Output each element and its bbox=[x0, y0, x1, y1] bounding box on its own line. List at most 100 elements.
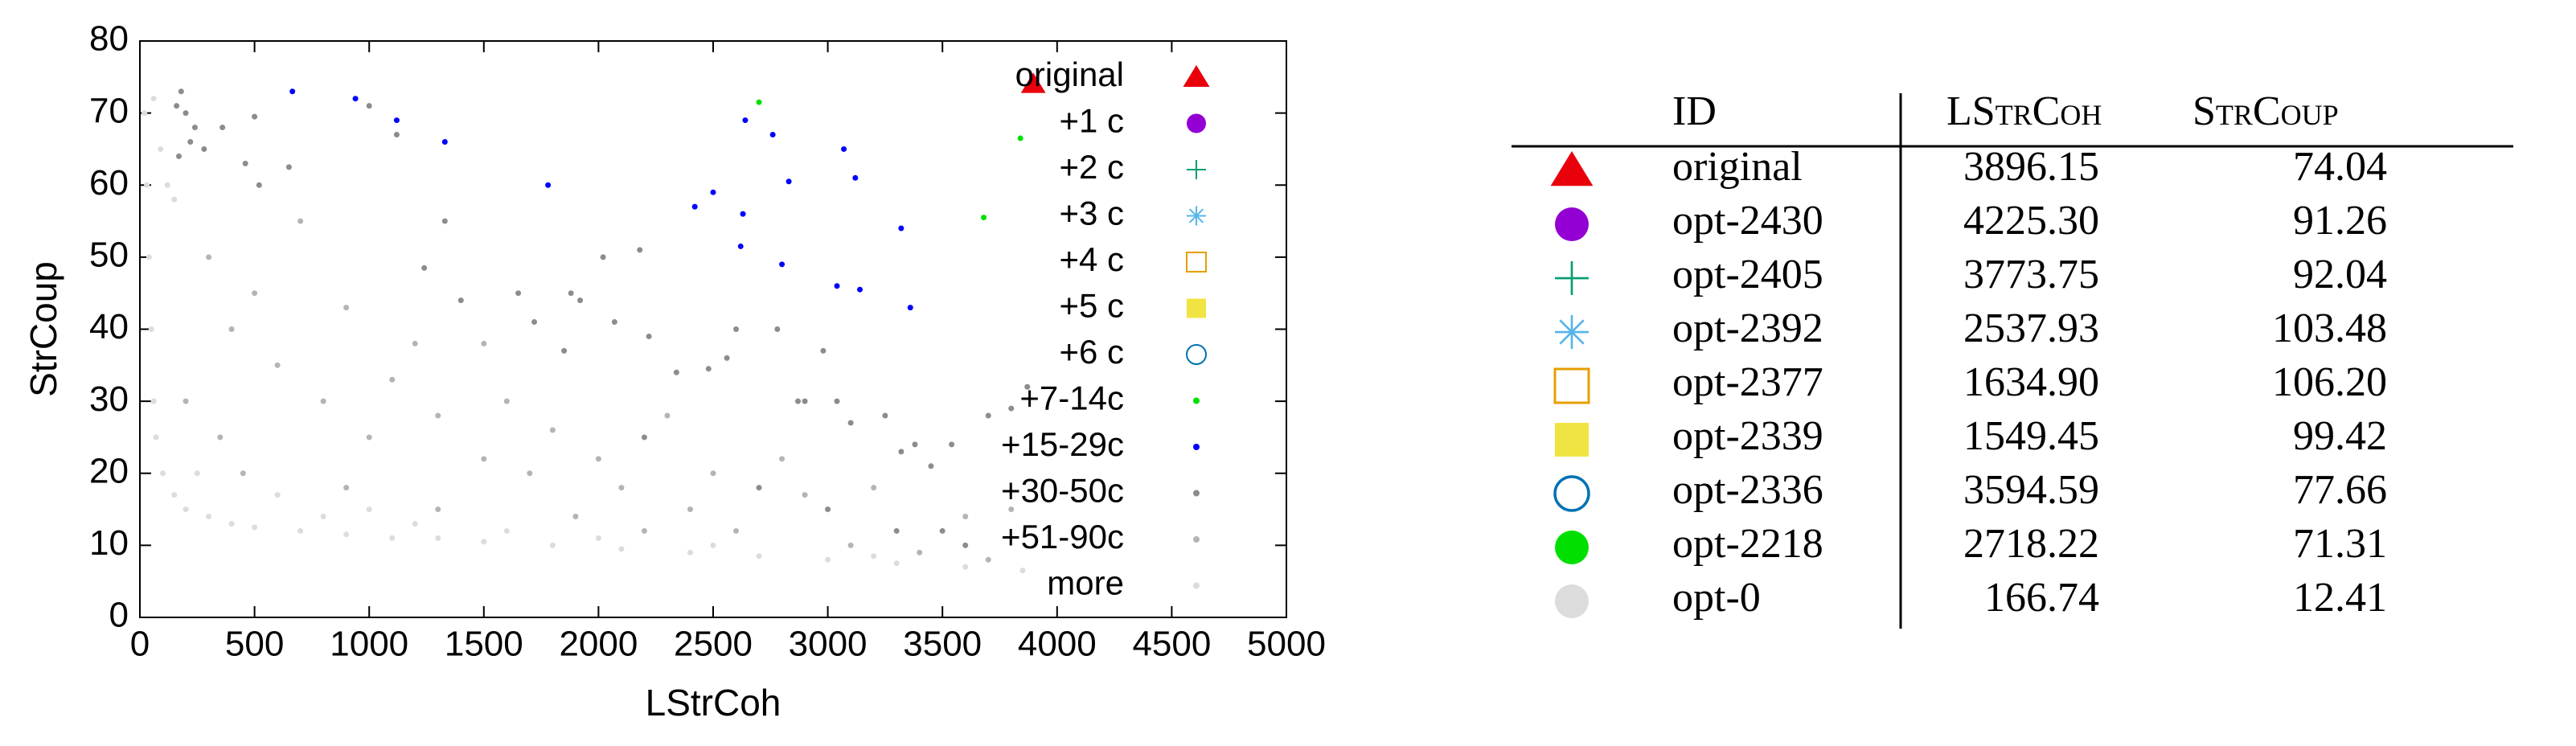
marker-square-open bbox=[1186, 252, 1207, 273]
row-lstrcoh: 3896.15 bbox=[1963, 144, 2099, 190]
row-lstrcoh: 2537.93 bbox=[1963, 305, 2099, 351]
marker-triangle bbox=[1550, 151, 1594, 186]
marker-circle bbox=[481, 539, 487, 545]
marker-circle bbox=[611, 319, 617, 326]
marker-circle bbox=[687, 506, 693, 513]
marker-circle bbox=[962, 542, 969, 548]
marker-circle bbox=[320, 398, 326, 404]
marker-circle bbox=[740, 211, 746, 217]
legend-label: +6 c bbox=[1059, 333, 1124, 371]
marker-circle bbox=[834, 283, 840, 289]
marker-circle bbox=[481, 340, 487, 346]
row-id: opt-2336 bbox=[1672, 467, 1823, 513]
column-header: LStrCoh bbox=[1946, 88, 2102, 134]
marker-circle bbox=[820, 347, 827, 354]
x-tick-label: 0 bbox=[130, 625, 150, 664]
legend-label: +51-90c bbox=[1001, 518, 1124, 555]
marker-circle bbox=[687, 549, 693, 555]
marker-circle bbox=[646, 333, 652, 339]
y-tick-label: 70 bbox=[89, 91, 129, 130]
marker-circle bbox=[183, 398, 189, 404]
marker-circle bbox=[962, 564, 969, 570]
marker-circle bbox=[153, 434, 159, 441]
marker-circle bbox=[457, 297, 464, 304]
row-id: opt-2392 bbox=[1672, 305, 1823, 351]
marker-circle bbox=[142, 110, 148, 117]
marker-circle bbox=[158, 146, 164, 152]
row-id: opt-2339 bbox=[1672, 413, 1823, 459]
scatter-plot: 0 500 1000 1500 2000 2500 3000 3500 4000 4500 5000… bbox=[23, 19, 1326, 724]
row-strcoup: 99.42 bbox=[2293, 413, 2387, 459]
x-axis-label: LStrCoh bbox=[646, 682, 781, 723]
marker-circle bbox=[527, 470, 533, 477]
marker-circle bbox=[217, 434, 224, 441]
marker-circle bbox=[171, 196, 178, 203]
marker-plus bbox=[1555, 261, 1589, 295]
marker-circle bbox=[441, 138, 448, 145]
marker-circle bbox=[733, 527, 740, 534]
y-tick-label: 20 bbox=[89, 451, 129, 490]
marker-circle bbox=[1019, 568, 1026, 574]
marker-circle bbox=[174, 103, 180, 109]
marker-circle bbox=[164, 182, 170, 188]
marker-circle bbox=[985, 556, 991, 563]
x-tick-label: 2500 bbox=[674, 625, 753, 664]
marker-circle bbox=[187, 138, 194, 145]
marker-circle bbox=[531, 319, 538, 326]
marker-circle bbox=[577, 297, 584, 304]
row-lstrcoh: 166.74 bbox=[1984, 575, 2099, 621]
column-header: StrCoup bbox=[2192, 88, 2339, 134]
marker-circle bbox=[389, 535, 396, 541]
marker-circle bbox=[834, 398, 840, 404]
marker-circle bbox=[595, 535, 601, 541]
marker-circle bbox=[742, 117, 749, 124]
marker-star bbox=[1555, 315, 1589, 349]
marker-circle bbox=[786, 178, 792, 185]
marker-circle bbox=[779, 261, 786, 268]
row-strcoup: 92.04 bbox=[2293, 252, 2387, 297]
marker-circle bbox=[1193, 582, 1200, 589]
marker-circle bbox=[595, 456, 601, 462]
marker-circle bbox=[515, 290, 522, 297]
marker-circle bbox=[1187, 113, 1206, 133]
marker-circle bbox=[435, 535, 441, 541]
marker-circle bbox=[871, 485, 877, 491]
marker-circle bbox=[1008, 405, 1015, 412]
marker-circle bbox=[774, 326, 781, 332]
row-lstrcoh: 4225.30 bbox=[1963, 198, 2099, 244]
row-lstrcoh: 2718.22 bbox=[1963, 521, 2099, 567]
marker-circle bbox=[297, 527, 304, 534]
y-tick-label: 30 bbox=[89, 379, 129, 419]
marker-circle bbox=[503, 398, 510, 404]
marker-circle bbox=[841, 146, 847, 152]
marker-circle bbox=[641, 527, 647, 534]
row-id: original bbox=[1672, 144, 1803, 190]
marker-circle bbox=[1193, 397, 1200, 404]
marker-circle bbox=[618, 485, 625, 491]
row-strcoup: 103.48 bbox=[2272, 305, 2387, 351]
x-tick-label: 3000 bbox=[789, 625, 868, 664]
marker-circle bbox=[600, 254, 606, 260]
marker-square bbox=[1555, 423, 1589, 457]
marker-circle bbox=[637, 247, 643, 253]
table: ID LStrCoh StrCoup original 3896.15 74.04 opt-… bbox=[1512, 88, 2513, 629]
marker-circle bbox=[710, 470, 716, 477]
marker-circle bbox=[568, 290, 574, 297]
marker-circle bbox=[962, 514, 969, 520]
marker-circle bbox=[949, 441, 955, 448]
marker-circle bbox=[150, 398, 157, 404]
x-tick-label: 1000 bbox=[330, 625, 408, 664]
x-tick-label: 2000 bbox=[559, 625, 638, 664]
marker-circle bbox=[421, 264, 428, 271]
row-lstrcoh: 1634.90 bbox=[1963, 359, 2099, 405]
row-strcoup: 106.20 bbox=[2272, 359, 2387, 405]
marker-circle bbox=[802, 492, 808, 498]
marker-circle bbox=[1193, 444, 1200, 450]
marker-star bbox=[1187, 206, 1206, 226]
marker-circle bbox=[847, 420, 854, 426]
x-tick-label: 5000 bbox=[1247, 625, 1326, 664]
column-header: ID bbox=[1672, 88, 1717, 134]
marker-circle bbox=[146, 254, 152, 260]
legend-label: original bbox=[1015, 55, 1124, 93]
